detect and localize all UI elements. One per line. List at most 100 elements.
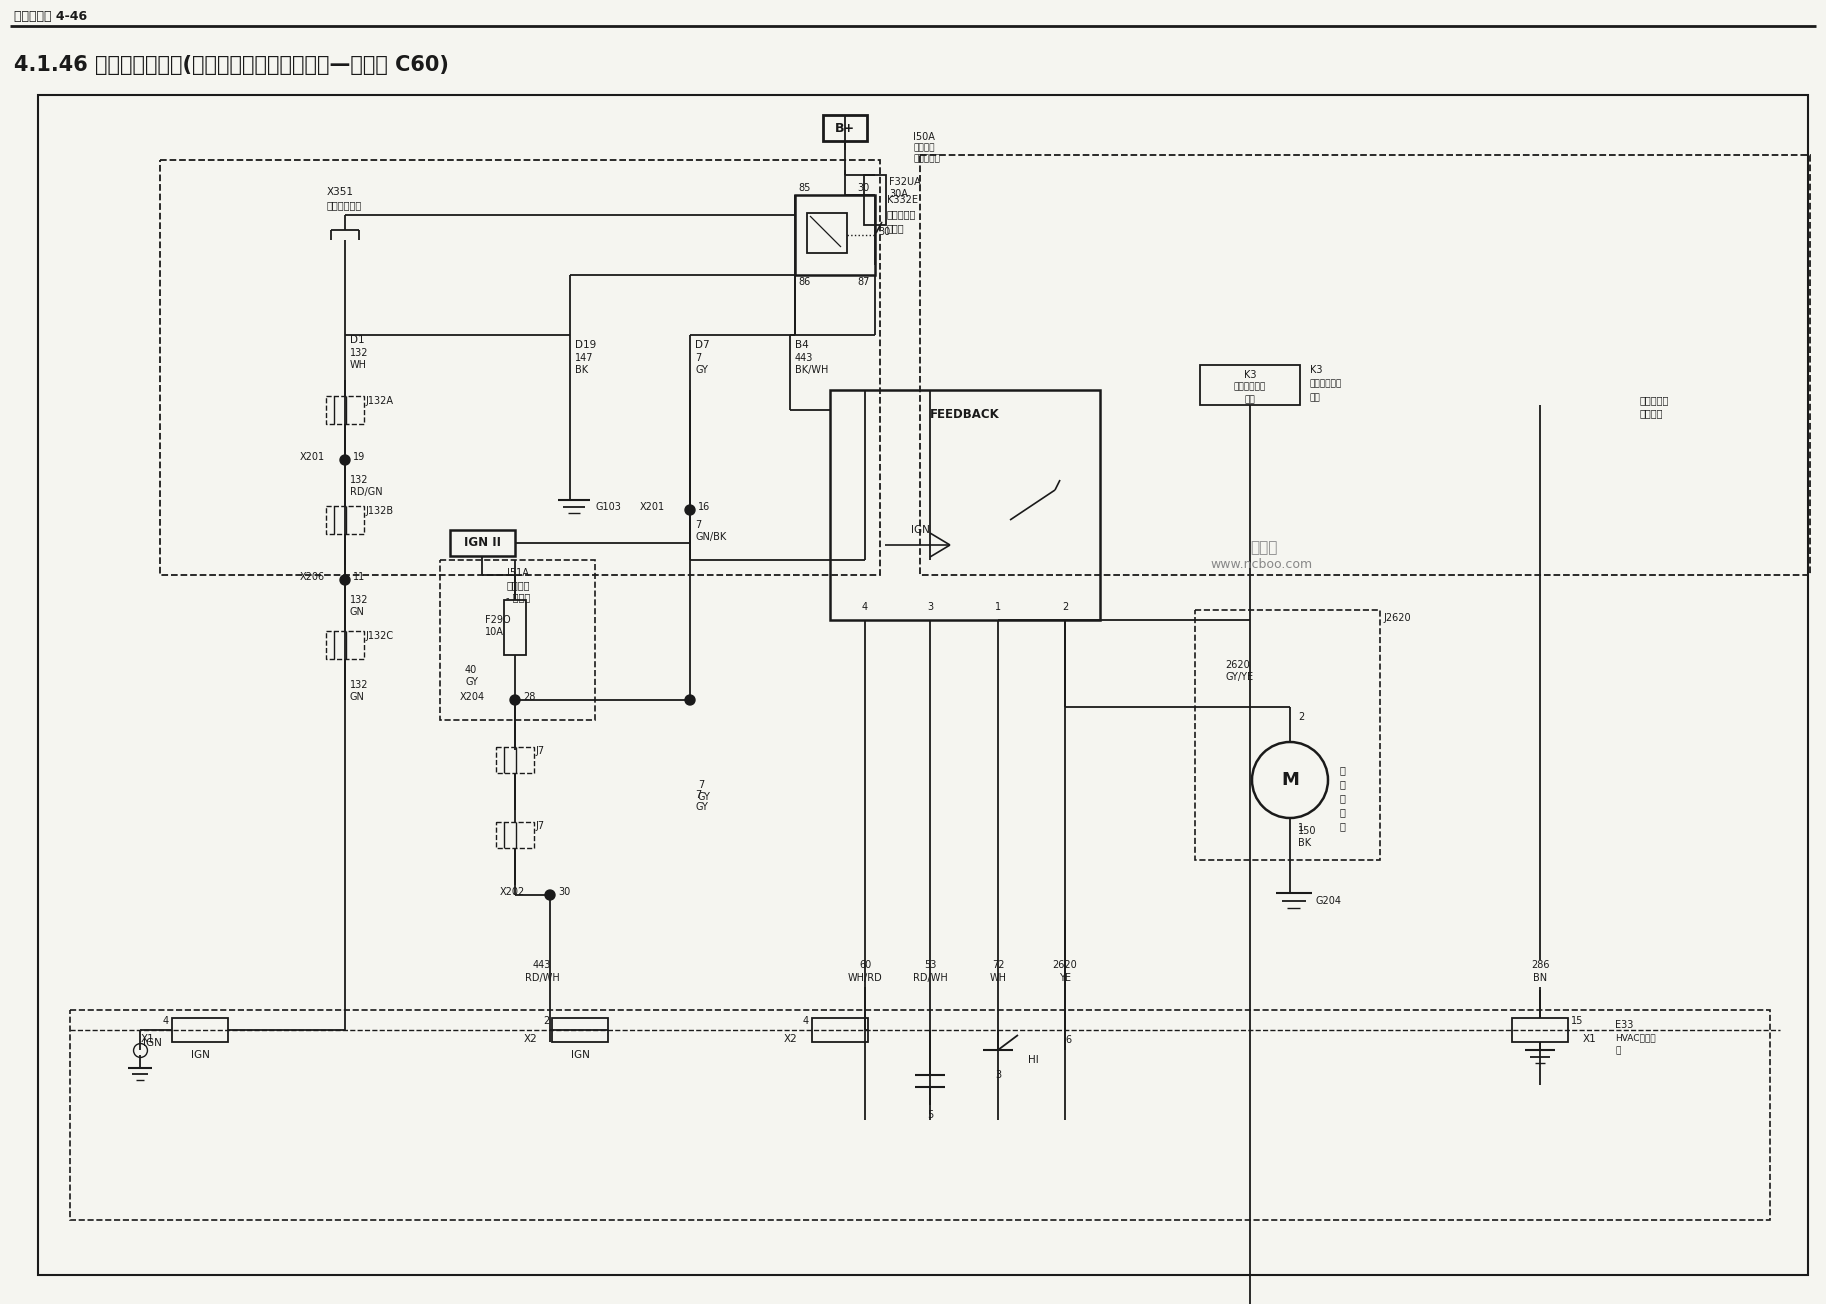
Text: 4: 4	[163, 1016, 170, 1026]
Text: 4: 4	[862, 602, 867, 612]
Text: 1: 1	[1298, 823, 1304, 833]
Text: X202: X202	[500, 887, 526, 897]
Text: X1: X1	[1583, 1034, 1596, 1045]
Text: 4: 4	[803, 1016, 809, 1026]
Text: 15: 15	[1570, 1016, 1583, 1026]
Bar	[1512, 1018, 1569, 1042]
Text: 2: 2	[1063, 602, 1068, 612]
Text: IGN: IGN	[142, 1038, 163, 1048]
Text: 2620: 2620	[1052, 960, 1077, 970]
Text: J7: J7	[535, 746, 544, 756]
Text: 132: 132	[351, 595, 369, 605]
Text: J7: J7	[535, 822, 544, 831]
Text: 87: 87	[856, 276, 869, 287]
Circle shape	[544, 891, 555, 900]
Text: 2: 2	[1298, 712, 1304, 722]
Text: X201: X201	[299, 452, 325, 462]
Text: RD/WH: RD/WH	[913, 973, 948, 983]
Text: J132B: J132B	[365, 506, 393, 516]
Text: RD/GN: RD/GN	[351, 486, 383, 497]
Text: 保险丝盒: 保险丝盒	[913, 143, 935, 153]
Text: GY: GY	[696, 802, 708, 812]
Text: 30A: 30A	[889, 189, 908, 200]
Text: 鼓: 鼓	[1340, 765, 1346, 775]
Text: D19: D19	[575, 340, 597, 349]
Text: GY: GY	[698, 792, 710, 802]
Text: 3: 3	[995, 1071, 1001, 1080]
Text: 发动机罩下: 发动机罩下	[913, 154, 940, 163]
Bar	[449, 529, 515, 556]
Text: 机: 机	[1340, 793, 1346, 803]
Bar	[831, 390, 1099, 619]
Bar	[794, 196, 875, 275]
Text: IGN: IGN	[911, 526, 929, 535]
Bar	[813, 1018, 867, 1042]
Text: K3: K3	[1244, 370, 1256, 379]
Text: RD/WH: RD/WH	[524, 973, 559, 983]
Text: E33: E33	[1614, 1020, 1634, 1030]
Bar	[1194, 610, 1380, 861]
Text: X204: X204	[460, 692, 486, 702]
Text: 7: 7	[696, 353, 701, 363]
Text: IGN: IGN	[570, 1050, 590, 1060]
Text: 2: 2	[542, 1016, 550, 1026]
Text: X206: X206	[299, 572, 325, 582]
Text: B+: B+	[834, 121, 855, 134]
Text: K3: K3	[1309, 365, 1322, 376]
Text: 30: 30	[856, 183, 869, 193]
Text: 443: 443	[794, 353, 813, 363]
Text: 16: 16	[698, 502, 710, 512]
Text: J2620: J2620	[1382, 613, 1411, 623]
Text: 璃线路图: 璃线路图	[1640, 408, 1663, 419]
Text: 机: 机	[1340, 822, 1346, 831]
Text: I51A: I51A	[508, 569, 530, 578]
Bar	[807, 213, 847, 253]
Text: 72: 72	[992, 960, 1004, 970]
Text: BK: BK	[575, 365, 588, 376]
Text: GY: GY	[696, 365, 708, 376]
Text: 60: 60	[858, 960, 871, 970]
Text: 电气示意图 4-46: 电气示意图 4-46	[15, 10, 88, 23]
Text: 132: 132	[351, 475, 369, 485]
Text: 40: 40	[466, 665, 477, 675]
Text: 继电器: 继电器	[887, 223, 904, 233]
Text: IGN: IGN	[190, 1050, 210, 1060]
Text: 132: 132	[351, 348, 369, 359]
Text: 7: 7	[696, 520, 701, 529]
Text: WH: WH	[351, 360, 367, 370]
Text: F32UA: F32UA	[889, 177, 920, 186]
Bar	[327, 396, 363, 424]
Text: F29O: F29O	[486, 615, 511, 625]
Text: 块: 块	[1614, 1046, 1620, 1055]
Text: FEEDBACK: FEEDBACK	[929, 408, 1001, 421]
Text: 鼓风机电机电: 鼓风机电机电	[1309, 379, 1342, 389]
Bar	[864, 175, 886, 226]
Text: 保险丝盒: 保险丝盒	[506, 580, 530, 589]
Text: X201: X201	[639, 502, 665, 512]
Text: X2: X2	[524, 1034, 537, 1045]
Text: GY/YE: GY/YE	[1225, 672, 1253, 682]
Text: 11: 11	[352, 572, 365, 582]
Text: 10A: 10A	[486, 627, 504, 636]
Text: 1: 1	[995, 602, 1001, 612]
Text: 147: 147	[575, 353, 593, 363]
Text: 6: 6	[1065, 1035, 1072, 1045]
Text: 53: 53	[924, 960, 937, 970]
Text: HVAC控制模: HVAC控制模	[1614, 1033, 1656, 1042]
Circle shape	[685, 505, 696, 515]
Circle shape	[509, 695, 520, 705]
Text: 阻器: 阻器	[1245, 395, 1254, 404]
Text: BN: BN	[1534, 973, 1547, 983]
Text: K332E: K332E	[887, 196, 918, 205]
Text: B4: B4	[794, 340, 809, 349]
Text: 刹车灯继电器: 刹车灯继电器	[327, 200, 362, 210]
Circle shape	[340, 455, 351, 466]
Bar	[69, 1011, 1769, 1221]
Text: BK: BK	[1298, 838, 1311, 848]
Text: IGN II: IGN II	[464, 536, 500, 549]
Text: HI: HI	[1028, 1055, 1039, 1065]
Text: GY: GY	[466, 677, 478, 687]
Text: GN/BK: GN/BK	[696, 532, 727, 542]
Text: J132A: J132A	[365, 396, 393, 406]
Text: 7: 7	[696, 790, 701, 799]
